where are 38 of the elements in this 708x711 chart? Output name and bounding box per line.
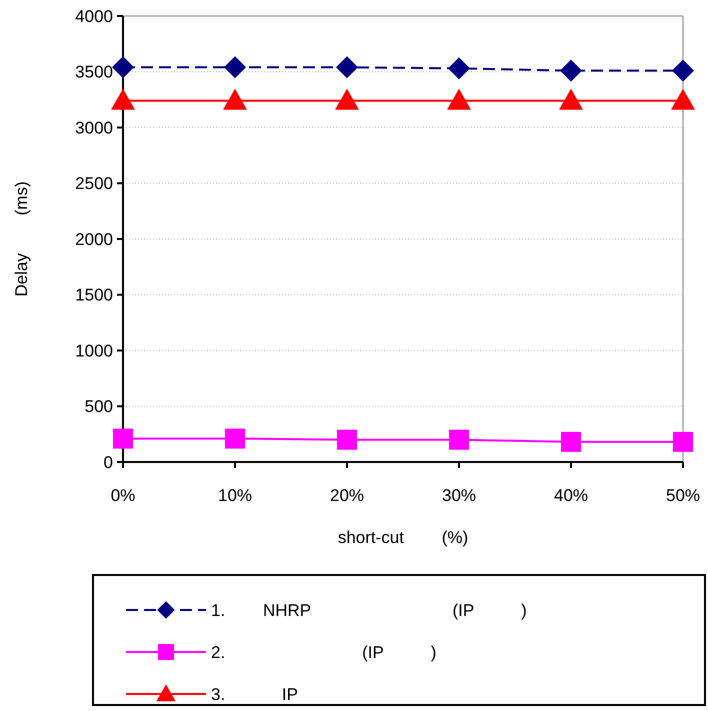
- y-tick-label: 500: [84, 397, 113, 416]
- point: [449, 430, 469, 450]
- y-tick-label: 1000: [75, 341, 113, 360]
- point: [673, 432, 693, 452]
- x-axis-title: short-cut (%): [338, 528, 468, 547]
- point: [448, 57, 470, 80]
- y-tick-label: 3000: [75, 118, 113, 138]
- y-tick-label: 4000: [75, 6, 113, 26]
- point: [224, 56, 246, 78]
- x-tick-label: 10%: [218, 486, 252, 505]
- point: [337, 430, 357, 450]
- point: [223, 88, 247, 110]
- x-tick-label: 20%: [330, 486, 364, 505]
- point: [335, 88, 359, 110]
- point: [447, 88, 471, 110]
- point: [561, 432, 581, 452]
- y-axis-title: Delay (ms): [12, 181, 31, 297]
- legend-label: 3. IP: [211, 684, 298, 704]
- point: [671, 88, 695, 110]
- y-tick-label: 3500: [75, 62, 113, 82]
- legend-label: 2. (IP ): [211, 642, 436, 662]
- y-tick-label: 0: [104, 452, 113, 472]
- point: [225, 428, 245, 449]
- x-tick-label: 40%: [554, 486, 588, 505]
- x-tick-label: 50%: [666, 486, 700, 505]
- y-tick-label: 2500: [75, 174, 113, 194]
- point: [560, 60, 582, 82]
- x-tick-label: 0%: [110, 486, 136, 505]
- legend-label: 1. NHRP (IP ): [211, 600, 527, 620]
- point: [112, 56, 134, 78]
- y-tick-label: 1500: [75, 286, 113, 305]
- point: [336, 56, 358, 78]
- point: [559, 88, 583, 110]
- point: [111, 88, 135, 110]
- point: [672, 60, 694, 82]
- y-tick-label: 2000: [75, 230, 113, 249]
- x-tick-label: 30%: [442, 486, 476, 505]
- point: [113, 428, 133, 449]
